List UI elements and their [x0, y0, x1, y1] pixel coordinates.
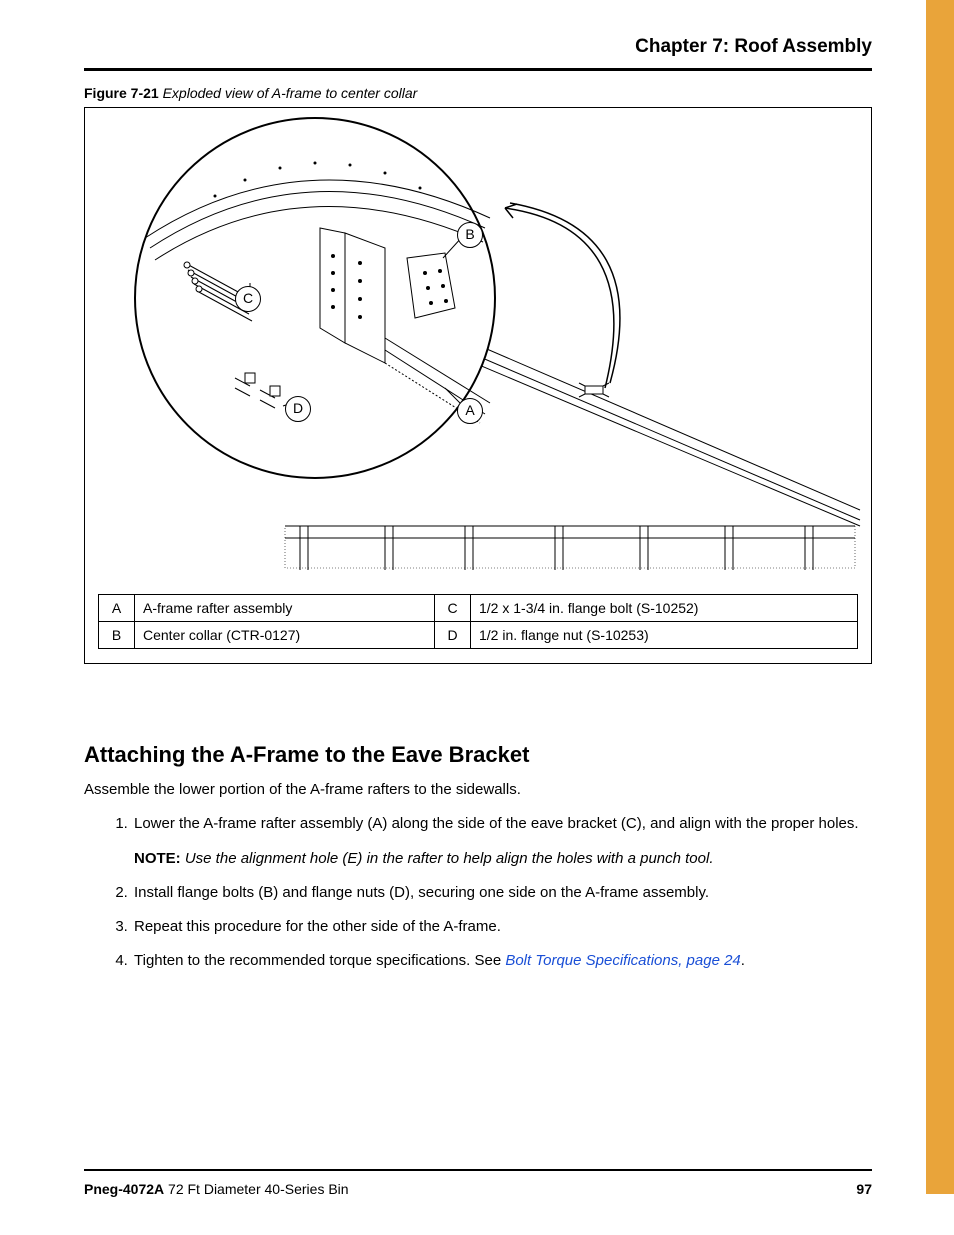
footer-rule — [84, 1169, 872, 1171]
page-number: 97 — [856, 1181, 872, 1197]
list-item: Lower the A-frame rafter assembly (A) al… — [132, 814, 872, 869]
step-text: Repeat this procedure for the other side… — [134, 918, 501, 935]
legend-value: A-frame rafter assembly — [135, 595, 435, 622]
list-item: Tighten to the recommended torque specif… — [132, 951, 872, 971]
table-row: B Center collar (CTR-0127) D 1/2 in. fla… — [99, 622, 858, 649]
figure-number: Figure 7-21 — [84, 85, 159, 101]
callout-a: A — [457, 398, 483, 424]
chapter-title: Chapter 7: Roof Assembly — [84, 36, 872, 58]
note-label: NOTE: — [134, 850, 181, 867]
table-row: A A-frame rafter assembly C 1/2 x 1-3/4 … — [99, 595, 858, 622]
step-text: Install flange bolts (B) and flange nuts… — [134, 884, 709, 901]
legend-key: C — [435, 595, 471, 622]
legend-value: 1/2 x 1-3/4 in. flange bolt (S-10252) — [471, 595, 858, 622]
callout-b: B — [457, 222, 483, 248]
figure-caption: Exploded view of A-frame to center colla… — [163, 85, 418, 101]
cross-ref-link[interactable]: Bolt Torque Specifications, page 24 — [505, 952, 740, 969]
step-list: Lower the A-frame rafter assembly (A) al… — [84, 814, 872, 971]
header-rule — [84, 68, 872, 71]
callout-d: D — [285, 396, 311, 422]
legend-key: B — [99, 622, 135, 649]
list-item: Install flange bolts (B) and flange nuts… — [132, 883, 872, 903]
section-heading: Attaching the A-Frame to the Eave Bracke… — [84, 742, 872, 768]
section-intro: Assemble the lower portion of the A-fram… — [84, 780, 872, 800]
note-text: Use the alignment hole (E) in the rafter… — [181, 850, 714, 867]
page-footer: Pneg-4072A 72 Ft Diameter 40-Series Bin … — [84, 1169, 872, 1197]
legend-key: D — [435, 622, 471, 649]
callout-c: C — [235, 286, 261, 312]
figure-label: Figure 7-21 Exploded view of A-frame to … — [84, 85, 872, 101]
legend-table: A A-frame rafter assembly C 1/2 x 1-3/4 … — [98, 594, 858, 649]
side-tab — [926, 0, 954, 1194]
step-text: Tighten to the recommended torque specif… — [134, 952, 505, 969]
legend-value: Center collar (CTR-0127) — [135, 622, 435, 649]
step-text: Lower the A-frame rafter assembly (A) al… — [134, 815, 859, 832]
technical-drawing: B C D A — [85, 108, 871, 586]
footer-doc-bold: Pneg-4072A — [84, 1181, 164, 1197]
legend-key: A — [99, 595, 135, 622]
list-item: Repeat this procedure for the other side… — [132, 917, 872, 937]
step-text: . — [741, 952, 745, 969]
legend-value: 1/2 in. flange nut (S-10253) — [471, 622, 858, 649]
footer-doc-id: Pneg-4072A 72 Ft Diameter 40-Series Bin — [84, 1181, 349, 1197]
footer-doc-rest: 72 Ft Diameter 40-Series Bin — [164, 1181, 348, 1197]
figure-box: B C D A A A-frame rafter assembly C 1/2 … — [84, 107, 872, 664]
